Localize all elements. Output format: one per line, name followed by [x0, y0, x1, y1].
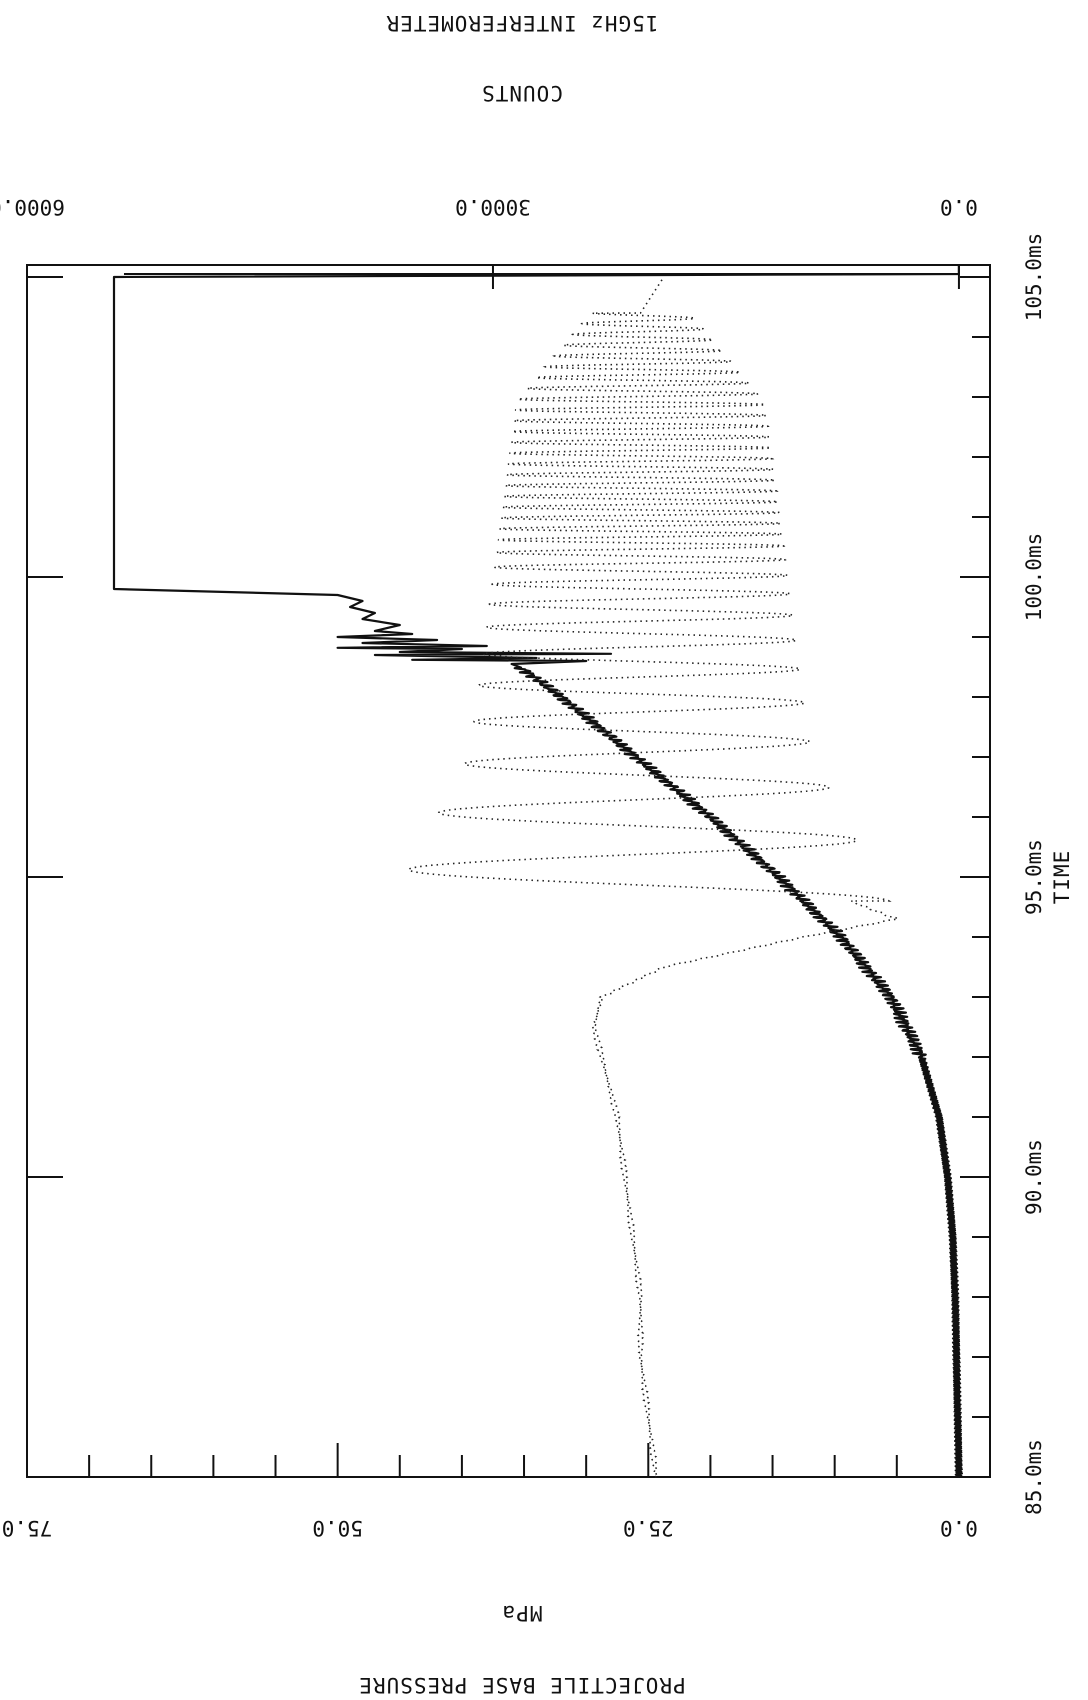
- right-tick-label: 0.0: [940, 195, 978, 219]
- right-tick-label: 6000.0: [0, 195, 65, 219]
- left-tick-label: 25.0: [623, 1516, 674, 1540]
- x-tick-label: 95.0ms: [1022, 839, 1046, 915]
- left-axis-title: PROJECTILE BASE PRESSURE: [358, 1673, 685, 1697]
- left-unit-label: MPa: [502, 1601, 543, 1625]
- interferometer-line: [407, 276, 901, 1478]
- pressure-line: [112, 265, 963, 1478]
- x-tick-label: 105.0ms: [1022, 233, 1046, 322]
- left-tick-label: 75.0: [2, 1516, 53, 1540]
- right-axis-title: 15GHz INTERFEROMETER: [386, 11, 659, 35]
- ticks: [26, 265, 990, 1478]
- curves: [112, 265, 963, 1478]
- x-tick-label: 100.0ms: [1022, 533, 1046, 622]
- left-tick-label: 50.0: [312, 1516, 363, 1540]
- left-tick-label: 0.0: [940, 1516, 978, 1540]
- x-tick-label: 85.0ms: [1022, 1439, 1046, 1515]
- x-tick-label: 90.0ms: [1022, 1139, 1046, 1215]
- x-axis-title: TIME: [1050, 850, 1074, 905]
- labels: 85.0ms 90.0ms 95.0ms 100.0ms 105.0ms TIME 0.0 2…: [0, 11, 1074, 1697]
- plot-frame: [26, 264, 991, 1478]
- right-tick-label: 3000.0: [455, 195, 531, 219]
- right-unit-label: COUNTS: [481, 81, 563, 105]
